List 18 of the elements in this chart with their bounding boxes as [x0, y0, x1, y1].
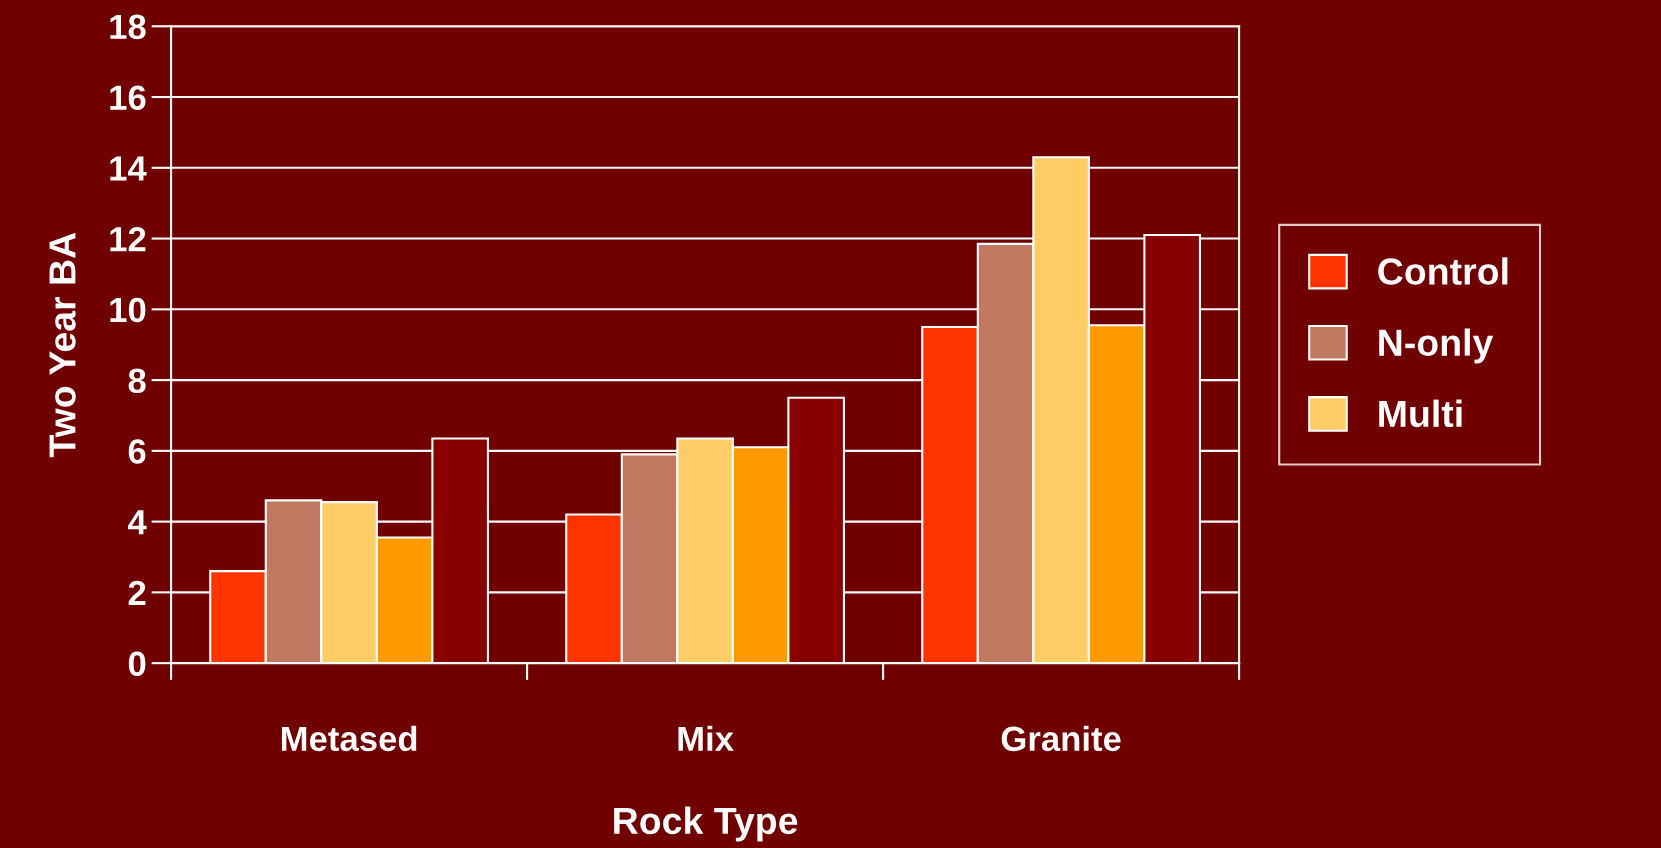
y-tick-label: 8	[128, 368, 146, 394]
y-axis-title: Two Year BA	[49, 232, 76, 458]
y-tick-label: 12	[110, 226, 146, 252]
legend-label: Control	[1378, 257, 1508, 285]
y-tick-label: 4	[127, 510, 147, 535]
y-tick-label: 16	[110, 85, 146, 110]
x-axis-title: Rock Type	[614, 806, 798, 842]
x-tick-label: Granite	[1001, 725, 1121, 752]
x-tick-label: Metased	[281, 725, 417, 752]
y-tick-label: 6	[128, 439, 146, 464]
y-tick-label: 18	[110, 14, 146, 40]
y-tick-label: 0	[128, 651, 146, 677]
x-tick-label: Mix	[678, 725, 734, 751]
legend-label: Multi	[1379, 399, 1462, 428]
y-tick-label: 10	[110, 297, 146, 323]
y-tick-label: 2	[128, 580, 146, 605]
legend-label: N-only	[1379, 328, 1494, 364]
y-tick-label: 14	[110, 156, 147, 181]
